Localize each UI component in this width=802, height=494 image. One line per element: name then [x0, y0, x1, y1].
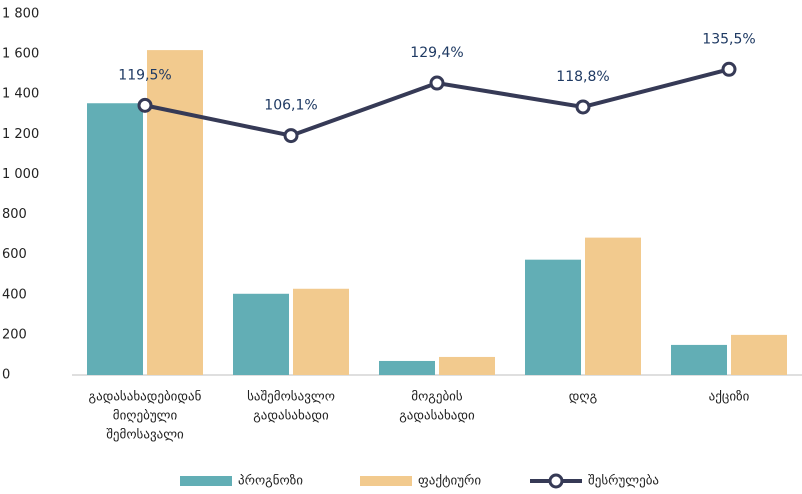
bar [671, 344, 727, 375]
legend-label: ფაქტიური [418, 474, 481, 489]
bar [293, 288, 349, 375]
data-label: 118,8% [556, 69, 609, 85]
legend-marker [548, 473, 564, 489]
y-tick-label: 400 [2, 287, 27, 302]
bar [585, 237, 641, 375]
line-point [283, 128, 299, 144]
bar [379, 360, 435, 375]
x-tick-label: გადასახადი [399, 409, 475, 424]
line-point [137, 97, 153, 113]
y-tick-label: 1 800 [2, 7, 39, 22]
x-tick-label: საშემოსავლო [247, 390, 335, 405]
y-tick-label: 600 [2, 247, 27, 262]
x-tick-label: გადასახადებიდან [89, 390, 202, 405]
x-tick-label: შემოსავალი [106, 428, 184, 443]
bar [439, 356, 495, 375]
x-tick-label: აქციზი [709, 390, 750, 405]
data-label: 135,5% [702, 31, 755, 47]
bar [525, 259, 581, 375]
legend-label: შესრულება [588, 474, 659, 489]
line-point [429, 75, 445, 91]
y-tick-label: 800 [2, 207, 27, 222]
x-tick-label: დღგ [569, 390, 597, 405]
x-tick-label: გადასახადი [253, 409, 329, 424]
y-tick-label: 1 600 [2, 47, 39, 62]
x-tick-label: მოგების [411, 390, 463, 405]
data-label: 129,4% [410, 45, 463, 61]
legend-swatch [360, 476, 412, 486]
bar [147, 50, 203, 375]
bar [731, 334, 787, 375]
data-label: 119,5% [118, 67, 171, 83]
line-point [721, 61, 737, 77]
y-tick-label: 1 400 [2, 87, 39, 102]
y-tick-label: 1 000 [2, 167, 39, 182]
y-tick-label: 1 200 [2, 127, 39, 142]
line-point [575, 99, 591, 115]
y-tick-label: 200 [2, 327, 27, 342]
legend-label: პროგნოზი [238, 474, 303, 489]
y-tick-label: 0 [2, 368, 10, 383]
bar [87, 103, 143, 375]
legend-swatch [180, 476, 232, 486]
bar [233, 293, 289, 375]
x-tick-label: მიღებული [113, 409, 178, 424]
data-label: 106,1% [264, 98, 317, 114]
